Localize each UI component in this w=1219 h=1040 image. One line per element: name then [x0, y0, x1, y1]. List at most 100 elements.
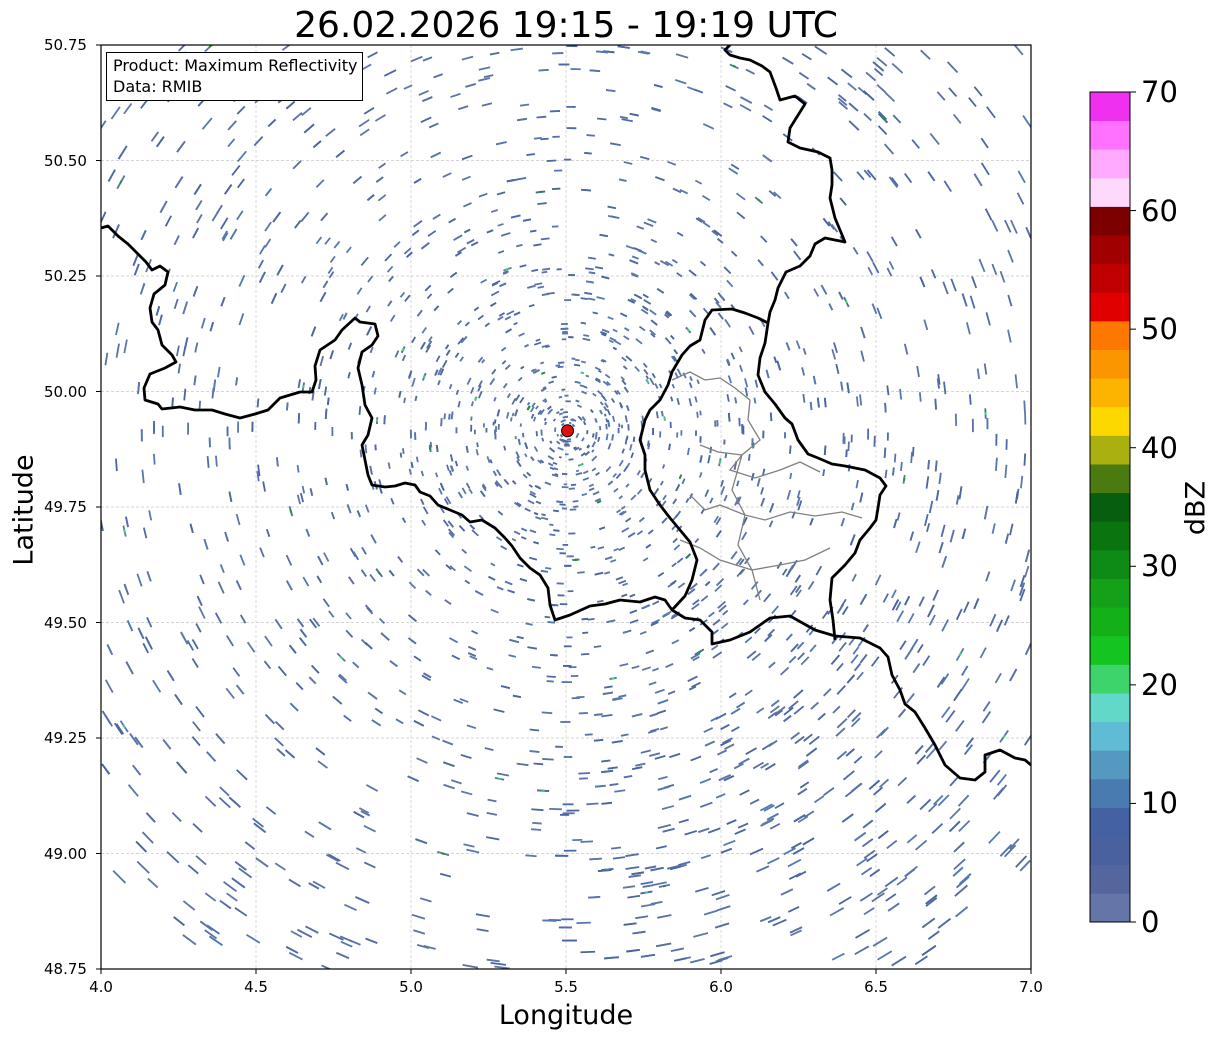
echo-speck — [796, 95, 808, 104]
echo-speck — [789, 472, 793, 480]
echo-speck — [580, 321, 587, 325]
echo-speck — [878, 111, 888, 121]
echo-speck — [514, 501, 521, 508]
echo-speck — [677, 582, 686, 589]
echo-speck — [631, 871, 645, 876]
echo-speck — [940, 673, 950, 685]
echo-speck — [206, 751, 217, 762]
echo-speck — [328, 932, 344, 941]
echo-speck — [309, 618, 317, 629]
echo-speck-high — [538, 190, 543, 194]
echo-speck — [264, 221, 272, 232]
echo-speck — [1004, 219, 1012, 233]
echo-speck — [292, 112, 303, 122]
echo-speck — [343, 714, 352, 722]
echo-speck — [470, 241, 479, 247]
echo-speck — [802, 348, 807, 355]
echo-speck — [406, 251, 413, 258]
echo-speck — [722, 609, 729, 616]
echo-speck — [741, 424, 744, 434]
echo-speck — [503, 478, 510, 485]
echo-speck — [823, 445, 827, 456]
echo-speck — [592, 392, 597, 397]
echo-speck — [323, 552, 330, 562]
echo-speck — [597, 546, 605, 550]
echo-speck — [527, 499, 535, 505]
echo-speck — [358, 406, 362, 415]
echo-speck — [653, 84, 663, 88]
echo-speck — [554, 427, 557, 432]
echo-speck — [125, 661, 134, 675]
echo-speck — [884, 876, 899, 888]
echo-speck-high — [663, 416, 666, 421]
echo-speck — [657, 699, 669, 705]
echo-speck — [335, 149, 345, 158]
echo-speck — [415, 838, 428, 845]
echo-speck — [564, 394, 569, 397]
echo-speck — [884, 47, 896, 57]
echo-speck — [564, 299, 572, 301]
echo-speck — [634, 365, 640, 373]
echo-speck — [642, 306, 649, 312]
echo-speck — [927, 171, 936, 182]
echo-speck — [793, 689, 804, 699]
echo-speck — [923, 885, 936, 896]
echo-speck — [195, 855, 207, 866]
echo-speck — [655, 176, 665, 182]
echo-speck — [461, 175, 471, 181]
echo-speck — [578, 447, 583, 451]
echo-speck-high — [597, 500, 601, 504]
echo-speck — [425, 589, 432, 596]
echo-speck — [704, 581, 711, 587]
echo-speck — [568, 421, 572, 425]
echo-speck — [1024, 565, 1030, 578]
echo-speck — [451, 654, 461, 661]
echo-speck — [456, 320, 462, 326]
echo-speck — [236, 210, 244, 221]
echo-speck — [645, 375, 650, 380]
echo-speck — [126, 620, 134, 632]
echo-speck — [513, 530, 521, 536]
echo-speck — [496, 409, 501, 417]
echo-speck — [533, 762, 544, 766]
echo-speck — [503, 445, 507, 451]
echo-speck — [541, 344, 549, 348]
echo-speck — [730, 726, 740, 733]
echo-speck — [664, 337, 672, 345]
echo-speck — [465, 482, 471, 489]
echo-speck — [893, 453, 897, 463]
echo-speck — [652, 881, 667, 886]
echo-speck — [903, 343, 909, 355]
echo-speck — [635, 762, 646, 767]
echo-speck — [815, 565, 823, 576]
echo-speck — [884, 402, 887, 413]
echo-speck — [670, 947, 685, 953]
echo-speck — [533, 446, 539, 453]
echo-speck — [725, 85, 737, 92]
echo-speck — [611, 740, 623, 744]
echo-speck — [943, 381, 947, 395]
x-axis-label: Longitude — [498, 1000, 634, 1031]
echo-speck — [547, 455, 555, 461]
echo-speck-high — [757, 198, 761, 202]
echo-speck — [516, 456, 521, 462]
echo-speck — [276, 264, 284, 276]
echo-speck — [443, 761, 455, 768]
echo-speck — [782, 56, 794, 65]
echo-speck — [364, 504, 370, 513]
echo-speck — [910, 451, 913, 464]
echo-speck — [500, 232, 511, 237]
echo-speck — [272, 211, 282, 223]
colorbar-tick-label: 50 — [1141, 312, 1178, 347]
echo-speck — [676, 557, 684, 564]
echo-speck — [309, 488, 314, 496]
echo-speck — [620, 376, 626, 381]
echo-speck — [612, 472, 618, 478]
echo-speck — [989, 613, 997, 627]
echo-speck — [734, 397, 738, 404]
echo-speck — [422, 568, 430, 577]
echo-speck — [927, 930, 940, 940]
echo-speck — [353, 811, 365, 819]
echo-speck — [443, 783, 455, 790]
echo-speck — [331, 426, 334, 437]
